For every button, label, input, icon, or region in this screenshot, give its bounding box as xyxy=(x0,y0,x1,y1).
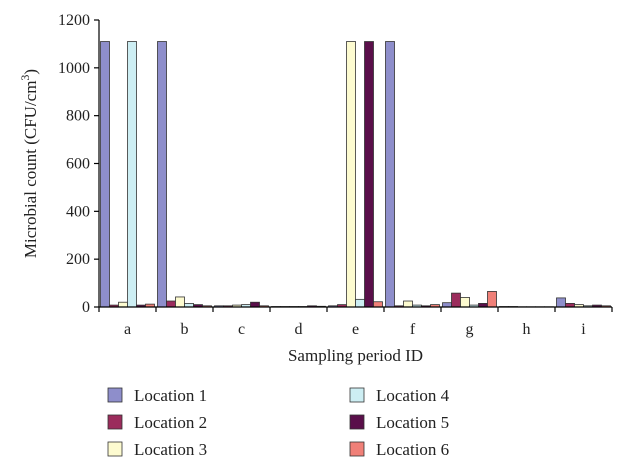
bar-location-5-e xyxy=(364,41,374,308)
x-tick-label: e xyxy=(352,321,359,338)
x-tick-label: b xyxy=(181,321,189,338)
bar-location-1-f xyxy=(385,41,395,308)
y-tick-label: 600 xyxy=(66,156,90,173)
legend-swatch-location-4 xyxy=(349,387,365,403)
legend-label-location-3: Location 3 xyxy=(134,440,207,459)
y-tick-label: 0 xyxy=(82,299,90,316)
bar-location-5-c xyxy=(250,301,260,308)
y-tick-label: 200 xyxy=(66,251,90,268)
x-ticks-group: a b c d e f g h i xyxy=(98,307,613,338)
x-tick-label: f xyxy=(410,321,416,338)
x-tick-label: g xyxy=(466,321,474,338)
bars-group xyxy=(100,41,611,308)
legend-swatch-location-2 xyxy=(107,414,123,430)
x-axis-title: Sampling period ID xyxy=(288,346,423,365)
y-axis-title: Microbial count (CFU/cm3) xyxy=(18,69,40,258)
legend-label-location-2: Location 2 xyxy=(134,413,207,432)
bar-location-2-b xyxy=(166,300,176,308)
bar-location-4-a xyxy=(127,41,137,308)
legend-swatch-location-6 xyxy=(349,441,365,457)
bar-location-1-a xyxy=(100,41,110,308)
bar-location-6-g xyxy=(487,291,497,308)
legend-label-location-6: Location 6 xyxy=(376,440,449,459)
y-ticks-group: 0 200 400 600 800 1000 1200 xyxy=(58,12,99,316)
x-tick-label: a xyxy=(124,321,131,338)
x-tick-label: i xyxy=(581,321,586,338)
bar-location-3-f xyxy=(403,300,413,308)
bar-location-3-a xyxy=(118,301,128,308)
bar-location-3-g xyxy=(460,297,470,308)
y-axis-title-text: Microbial count (CFU/cm3) xyxy=(18,69,40,258)
bar-location-3-e xyxy=(346,41,356,308)
y-tick-label: 400 xyxy=(66,203,90,220)
bar-location-1-b xyxy=(157,41,167,308)
bar-location-1-i xyxy=(556,297,566,308)
bar-location-6-e xyxy=(373,301,383,308)
y-tick-label: 1200 xyxy=(58,12,90,29)
bar-location-1-g xyxy=(442,302,452,308)
x-tick-label: d xyxy=(295,321,303,338)
bar-location-4-e xyxy=(355,298,365,308)
legend-label-location-5: Location 5 xyxy=(376,413,449,432)
bar-location-3-b xyxy=(175,296,185,308)
y-tick-label: 800 xyxy=(66,108,90,125)
legend-swatch-location-3 xyxy=(107,441,123,457)
legend-label-location-4: Location 4 xyxy=(376,386,450,405)
x-tick-label: h xyxy=(523,321,531,338)
x-tick-label: c xyxy=(238,321,245,338)
legend-swatch-location-5 xyxy=(349,414,365,430)
y-tick-label: 1000 xyxy=(58,60,90,77)
legend-swatch-location-1 xyxy=(107,387,123,403)
legend: Location 1 Location 2 Location 3 Location 4… xyxy=(107,386,450,459)
legend-label-location-1: Location 1 xyxy=(134,386,207,405)
bar-location-2-g xyxy=(451,292,461,308)
